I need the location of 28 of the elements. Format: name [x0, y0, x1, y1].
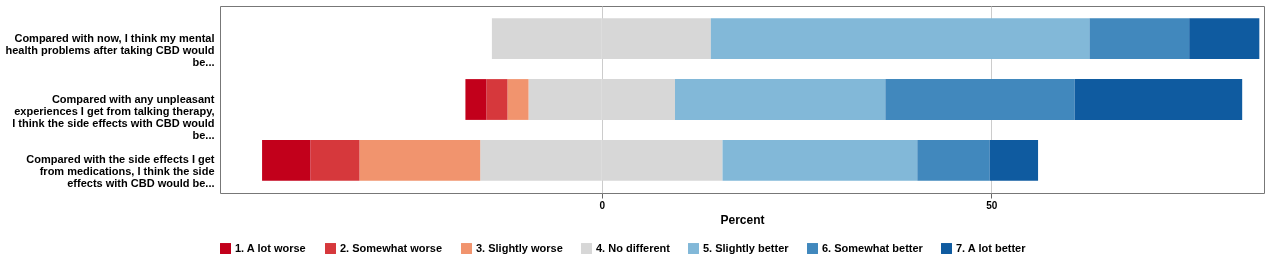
legend-label: 3. Slightly worse: [476, 241, 563, 254]
bar: [1074, 79, 1243, 120]
x-axis-title: Percent: [720, 212, 765, 227]
x-tick-label: 0: [599, 199, 606, 211]
bar: [310, 140, 360, 181]
bar: [710, 18, 1090, 59]
x-tick-label: 50: [986, 199, 998, 211]
y-tick-label: Compared with now, I think my mental health problems after taking CBD would be...: [5, 31, 215, 68]
y-tick-label: Compared with any unpleasant experiences I get from talking therapy, I think the side effects with CBD would be...: [12, 92, 215, 141]
legend-label: 6. Somewhat better: [822, 241, 924, 254]
bar: [262, 140, 311, 181]
bar: [507, 79, 529, 120]
bar: [989, 140, 1039, 181]
bar: [1189, 18, 1260, 59]
bar: [675, 79, 886, 120]
legend-label: 5. Slightly better: [703, 241, 790, 254]
bar: [917, 140, 990, 181]
legend-label: 2. Somewhat worse: [340, 241, 443, 254]
bar: [1089, 18, 1190, 59]
bar: [465, 79, 487, 120]
legend-label: 7. A lot better: [956, 241, 1027, 254]
bar: [885, 79, 1075, 120]
bar: [486, 79, 508, 120]
legend-label: 4. No different: [596, 241, 671, 254]
y-tick-label: Compared with the side effects I get from medications, I think the side effects with CBD would be...: [26, 153, 215, 190]
bar: [722, 140, 918, 181]
bar: [359, 140, 481, 181]
legend-label: 1. A lot worse: [235, 241, 306, 254]
